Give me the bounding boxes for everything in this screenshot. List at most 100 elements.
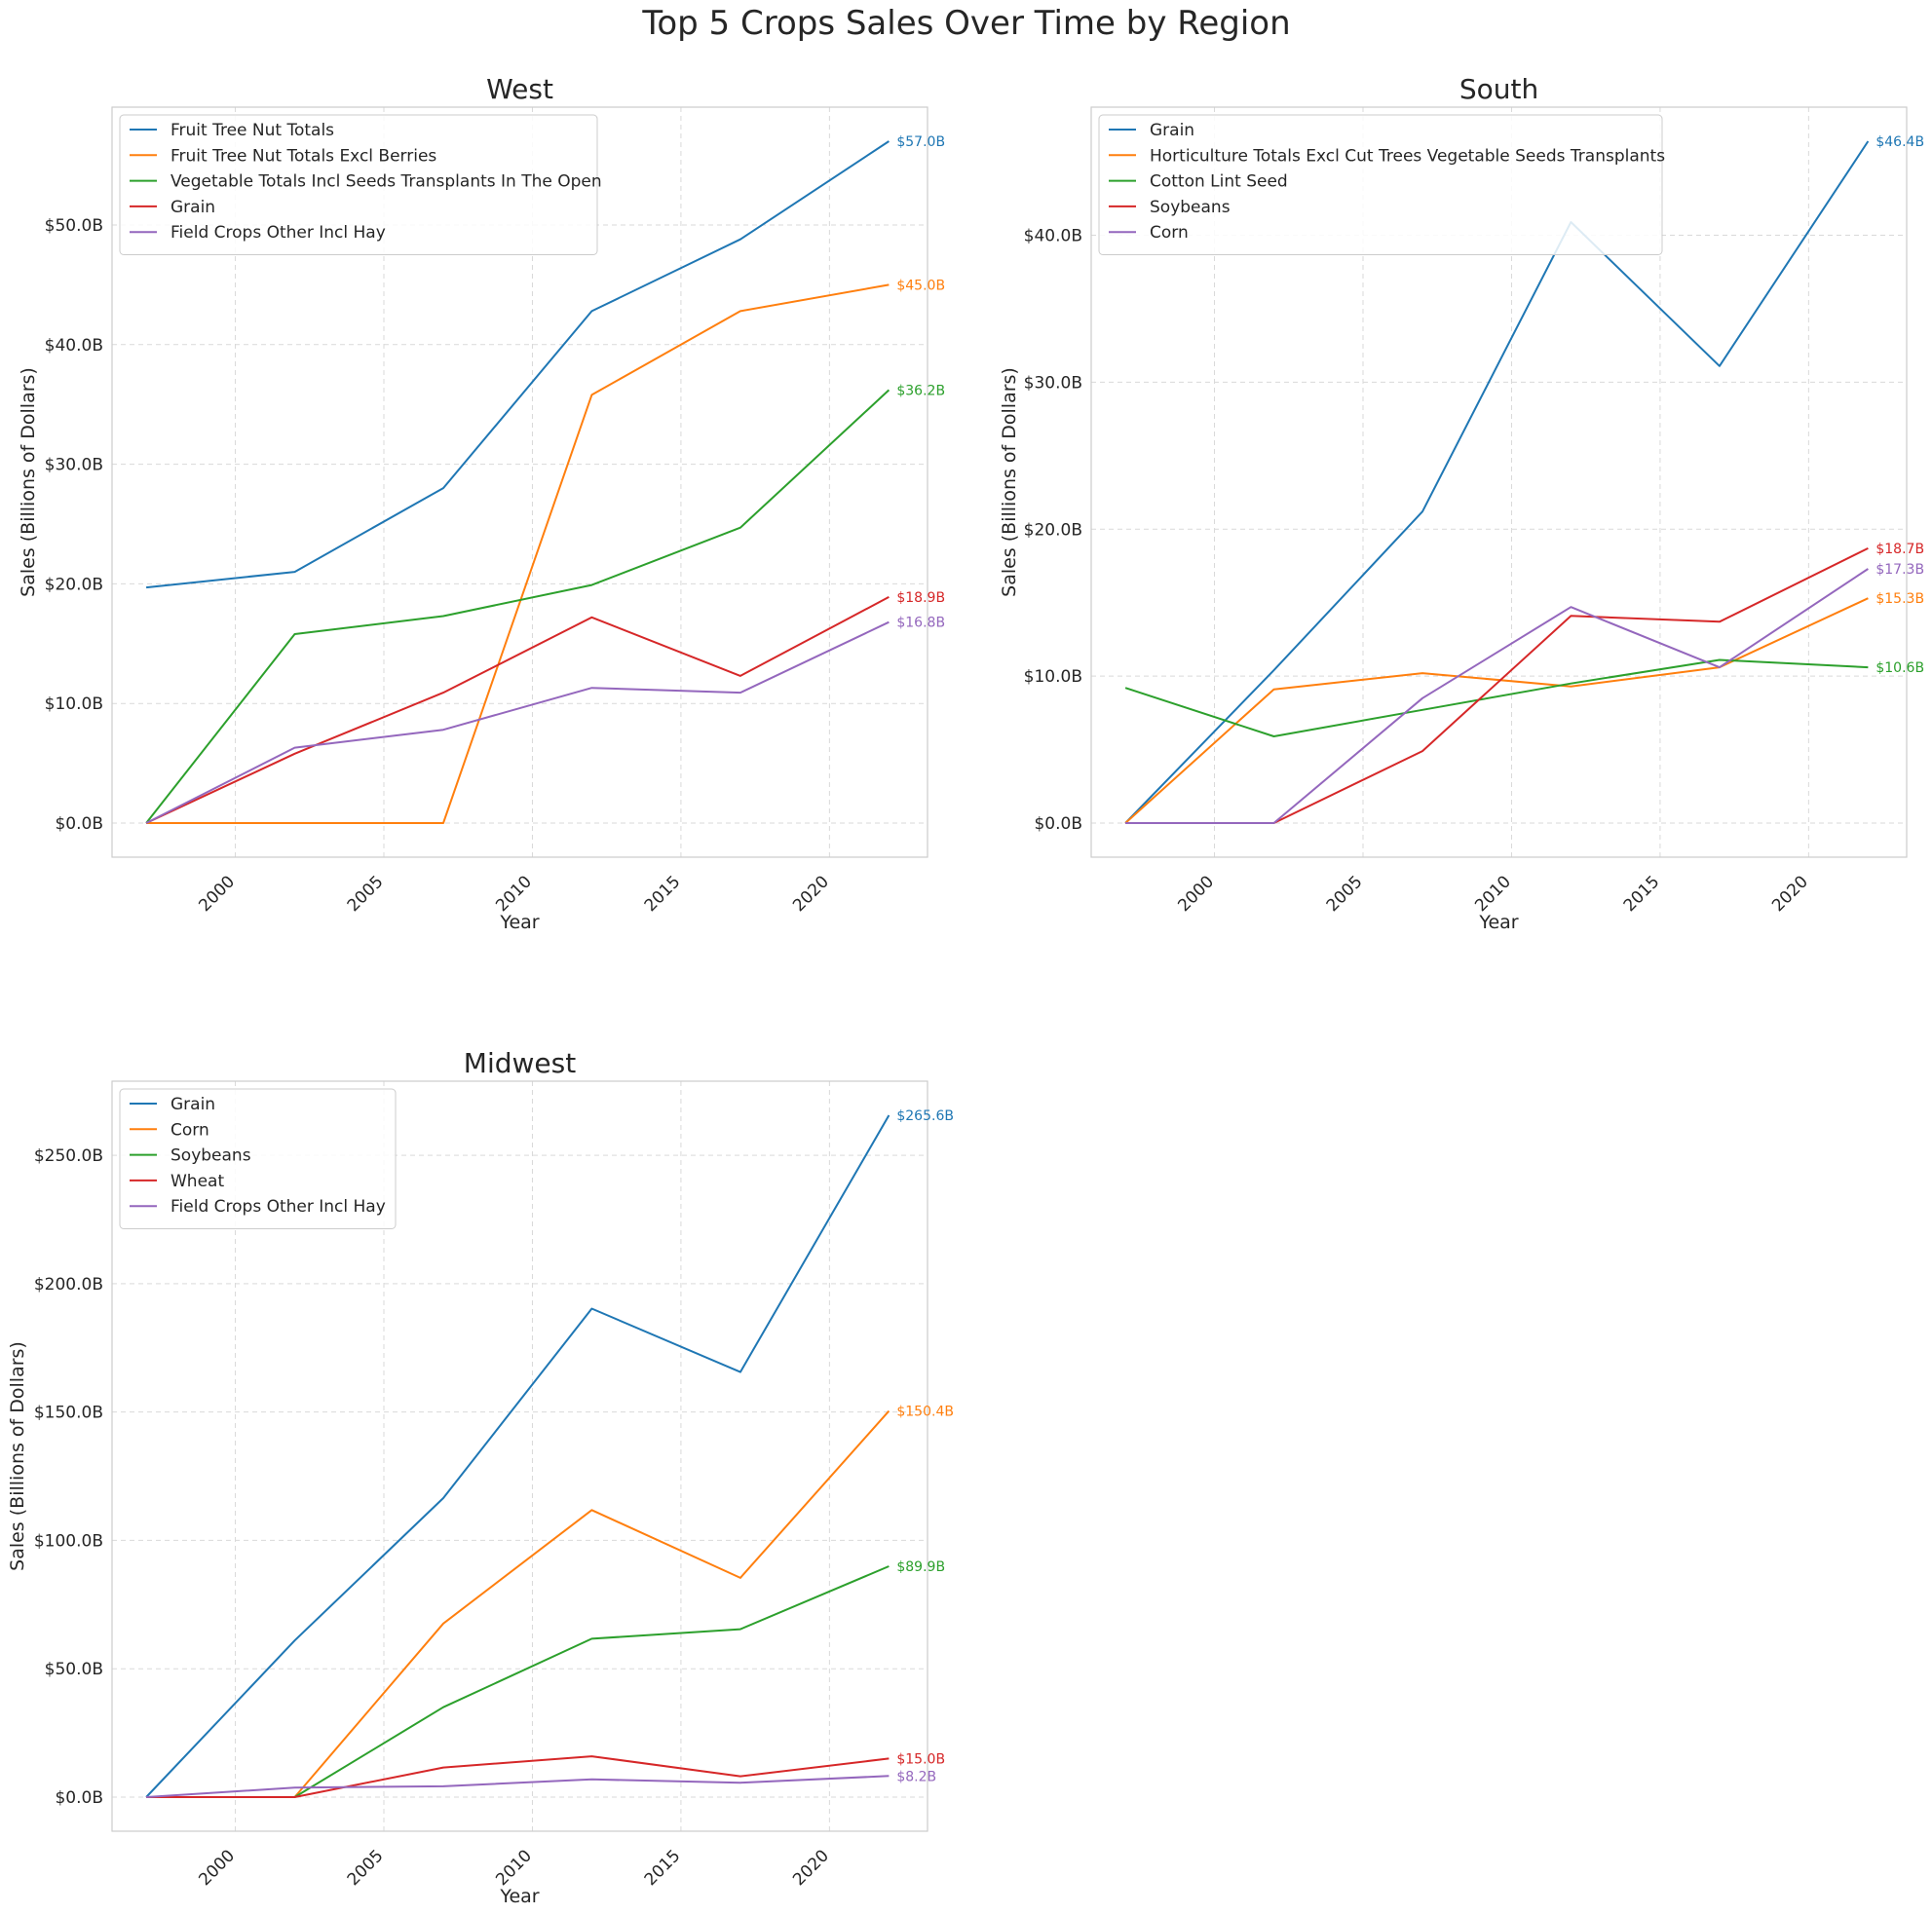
panel-south: South $0.0B $10.0B $20.0B $30.0B $40.0B 2000 20… [999, 73, 1924, 933]
x-tick-label: 2020 [1768, 872, 1812, 916]
legend-entry: Field Crops Other Incl Hay [170, 1197, 386, 1217]
end-value-label: $45.0B [896, 278, 945, 293]
x-tick-label: 2000 [195, 1846, 239, 1890]
end-value-label: $89.9B [896, 1559, 945, 1575]
legend-entry: Grain [170, 198, 215, 217]
series-line [145, 596, 890, 824]
y-tick-label: $0.0B [55, 1788, 103, 1808]
axes-frame [111, 1080, 928, 1832]
series-line [145, 140, 890, 589]
y-tick-label: $30.0B [1024, 373, 1082, 393]
end-value-label: $150.4B [896, 1405, 954, 1420]
series-line [146, 1775, 890, 1798]
y-tick-label: $200.0B [34, 1275, 103, 1295]
x-axis-label: Year [1478, 912, 1518, 933]
figure-title: Top 5 Crops Sales Over Time by Region [641, 4, 1290, 43]
series-line [1124, 140, 1870, 824]
legend-entry: Horticulture Totals Excl Cut Trees Veget… [1150, 146, 1665, 166]
y-axis-label: Sales (Billions of Dollars) [7, 1341, 28, 1571]
legend: Grain Corn Soybeans Wheat Field Crops Other … [119, 1088, 397, 1229]
panel-title: Midwest [464, 1047, 576, 1079]
end-value-label: $18.7B [1875, 542, 1924, 557]
legend: Fruit Tree Nut Totals Fruit Tree Nut Tota… [119, 114, 602, 255]
y-tick-label: $0.0B [1034, 814, 1082, 834]
series-line [146, 1755, 890, 1798]
end-value-label: $46.4B [1875, 134, 1924, 150]
x-tick-label: 2015 [641, 872, 685, 916]
legend-entry: Soybeans [170, 1146, 251, 1166]
end-value-label: $15.3B [1875, 591, 1924, 607]
y-tick-label: $10.0B [1024, 667, 1082, 687]
panel-west: West $0.0B $10.0B $20.0B $30.0B $40.0B $50.0B 2… [18, 73, 945, 933]
end-value-label: $17.3B [1875, 562, 1924, 578]
series-line [1125, 568, 1869, 824]
y-tick-label: $50.0B [45, 1660, 103, 1679]
series-line [145, 620, 890, 824]
legend-entry: Field Crops Other Incl Hay [170, 223, 386, 243]
x-tick-label: 2010 [492, 1846, 536, 1890]
legend-entry: Fruit Tree Nut Totals [170, 121, 334, 140]
x-tick-label: 2000 [195, 872, 239, 916]
series-line [146, 283, 890, 824]
end-value-label: $36.2B [896, 383, 945, 398]
end-value-label: $8.2B [896, 1769, 936, 1784]
y-tick-label: $250.0B [34, 1146, 103, 1166]
end-value-label: $10.6B [1875, 660, 1924, 676]
y-axis-label: Sales (Billions of Dollars) [999, 367, 1020, 597]
legend-entry: Grain [1150, 121, 1194, 140]
x-tick-label: 2010 [492, 872, 536, 916]
legend-box [119, 114, 598, 255]
x-tick-label: 2020 [789, 872, 833, 916]
series-line [1125, 547, 1869, 824]
x-axis-label: Year [499, 912, 539, 933]
x-tick-label: 2015 [1620, 872, 1664, 916]
end-value-label: $18.9B [896, 590, 945, 606]
legend-entry: Corn [170, 1120, 209, 1140]
x-tick-label: 2000 [1174, 872, 1218, 916]
x-tick-label: 2020 [789, 1846, 833, 1890]
y-tick-label: $100.0B [34, 1531, 103, 1551]
x-tick-label: 2005 [344, 872, 388, 916]
series-line [145, 389, 890, 824]
x-tick-label: 2005 [344, 1846, 388, 1890]
legend: Grain Horticulture Totals Excl Cut Trees … [1098, 114, 1665, 255]
y-tick-label: $20.0B [45, 575, 103, 594]
legend-box [119, 1088, 397, 1229]
series-line [146, 1409, 890, 1798]
y-axis-label: Sales (Billions of Dollars) [18, 367, 39, 597]
legend-entry: Cotton Lint Seed [1150, 172, 1288, 192]
axes-frame [111, 106, 928, 858]
series-line [1124, 658, 1869, 737]
panel-midwest: Midwest $0.0B $50.0B $100.0B $150.0B $200.0B $… [7, 1047, 954, 1907]
series-line [1124, 597, 1869, 824]
chart-panels: West $0.0B $10.0B $20.0B $30.0B $40.0B $50.0B 2… [7, 73, 1924, 1907]
y-tick-label: $150.0B [34, 1404, 103, 1423]
panel-title: South [1459, 73, 1538, 105]
legend-entry: Wheat [170, 1172, 224, 1191]
x-axis-label: Year [499, 1886, 539, 1907]
legend-entry: Grain [170, 1095, 215, 1114]
y-tick-label: $0.0B [55, 814, 103, 834]
legend-entry: Vegetable Totals Incl Seeds Transplants … [170, 172, 602, 192]
y-tick-label: $20.0B [1024, 520, 1082, 540]
y-tick-label: $10.0B [45, 694, 103, 714]
x-tick-label: 2005 [1323, 872, 1367, 916]
end-value-label: $16.8B [896, 616, 945, 631]
legend-entry: Corn [1150, 223, 1189, 243]
legend-entry: Soybeans [1150, 198, 1231, 217]
y-tick-label: $40.0B [1024, 227, 1082, 246]
series-line [145, 1114, 890, 1798]
legend-box [1098, 114, 1663, 255]
end-value-label: $15.0B [896, 1751, 945, 1767]
legend-entry: Fruit Tree Nut Totals Excl Berries [170, 146, 436, 166]
axes-frame [1090, 106, 1908, 858]
y-tick-label: $30.0B [45, 456, 103, 475]
y-tick-label: $50.0B [45, 216, 103, 236]
end-value-label: $57.0B [896, 134, 945, 150]
y-tick-label: $40.0B [45, 336, 103, 356]
panel-title: West [486, 73, 553, 105]
x-tick-label: 2010 [1471, 872, 1515, 916]
end-value-label: $265.6B [896, 1108, 954, 1124]
x-tick-label: 2015 [641, 1846, 685, 1890]
